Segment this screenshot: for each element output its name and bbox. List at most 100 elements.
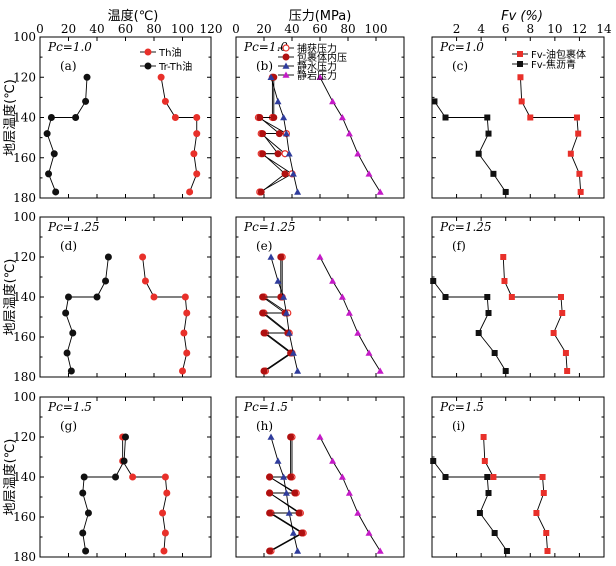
data-point <box>365 170 373 177</box>
pc-label: Pc=1.25 <box>243 220 296 234</box>
panel-label: (d) <box>60 239 77 253</box>
series-0 <box>517 74 584 195</box>
x-tick-label: 6 <box>502 22 510 36</box>
data-point <box>527 114 534 121</box>
data-point <box>550 330 557 336</box>
data-point <box>275 130 283 138</box>
legend-marker <box>144 62 152 70</box>
data-point <box>480 434 487 440</box>
data-point <box>267 73 275 81</box>
column-titles: 温度(℃) 压力(MPa) Fv (%) <box>108 8 543 24</box>
data-point <box>179 367 186 375</box>
data-point <box>193 130 201 138</box>
data-point <box>338 473 346 480</box>
column-title-pressure: 压力(MPa) <box>289 9 352 24</box>
data-point <box>69 329 77 337</box>
x-tick-label: 4 <box>477 22 485 36</box>
y-tick-label: 120 <box>13 70 36 84</box>
data-point <box>62 309 70 317</box>
data-point <box>544 548 551 554</box>
y-tick-label: 180 <box>13 370 36 384</box>
pc-label: Pc=1.5 <box>47 400 92 414</box>
data-point <box>338 114 346 121</box>
data-point <box>576 170 583 177</box>
y-tick-label: 100 <box>13 210 36 224</box>
data-point <box>540 490 547 496</box>
data-point <box>102 277 110 285</box>
y-tick-label: 160 <box>13 330 36 344</box>
data-point <box>294 367 302 374</box>
series-line <box>142 256 188 372</box>
y-axis-title: 地层温度(℃) <box>2 259 18 336</box>
data-point <box>345 489 353 496</box>
data-point <box>484 114 491 121</box>
data-point <box>430 278 437 284</box>
data-point <box>539 474 546 480</box>
data-point <box>120 457 128 465</box>
data-point <box>193 114 201 121</box>
y-tick-label: 100 <box>13 30 36 44</box>
panel-e: Pc=1.25 (e) <box>235 216 405 378</box>
data-point <box>266 547 274 555</box>
x-tick-label: 0 <box>232 22 240 36</box>
pc-label: Pc=1.5 <box>243 400 288 414</box>
data-point <box>295 509 303 517</box>
data-point <box>281 170 289 178</box>
data-point <box>82 97 90 105</box>
data-point <box>376 188 384 195</box>
y-tick-label: 140 <box>13 111 36 125</box>
x-tick-label: 20 <box>61 22 76 36</box>
data-point <box>508 294 515 300</box>
data-point <box>442 294 449 300</box>
data-point <box>180 329 188 337</box>
data-point <box>274 97 282 105</box>
data-point <box>129 473 137 481</box>
data-point <box>72 114 80 121</box>
data-point <box>485 310 492 316</box>
data-point <box>485 490 492 496</box>
data-point <box>112 473 120 481</box>
column-title-fv: Fv (%) <box>501 9 543 24</box>
data-point <box>270 114 278 121</box>
data-point <box>354 329 362 336</box>
series-line <box>46 77 88 193</box>
series-0 <box>157 73 201 196</box>
legend-marker <box>282 71 290 78</box>
data-point <box>501 278 508 284</box>
data-point <box>562 350 569 356</box>
panel-label: (h) <box>256 419 273 433</box>
y-axis-title: 地层温度(℃) <box>2 79 18 156</box>
x-tick-label: 20 <box>256 22 271 36</box>
data-point <box>502 188 509 195</box>
x-tick-label: 40 <box>284 22 299 36</box>
data-point <box>289 529 297 536</box>
series-1 <box>256 73 289 196</box>
data-point <box>171 114 179 121</box>
data-point <box>141 277 149 285</box>
data-point <box>577 188 584 195</box>
data-point <box>329 457 337 464</box>
legend-label: Th油 <box>158 46 181 59</box>
legend-marker <box>282 53 290 61</box>
data-point <box>345 130 353 137</box>
pc-label: Pc=1.0 <box>439 40 484 54</box>
data-point <box>82 547 90 555</box>
data-point <box>139 253 147 261</box>
data-point <box>47 114 55 121</box>
data-point <box>329 277 337 284</box>
data-point <box>266 509 274 517</box>
data-point <box>476 510 483 516</box>
data-point <box>282 309 290 316</box>
data-point <box>79 529 87 537</box>
series-1 <box>431 98 509 195</box>
data-point <box>491 350 498 356</box>
data-point <box>430 458 437 464</box>
data-point <box>285 329 293 336</box>
y-tick-label: 160 <box>13 151 36 165</box>
data-point <box>543 530 550 536</box>
data-point <box>475 330 482 336</box>
data-point <box>260 367 268 375</box>
